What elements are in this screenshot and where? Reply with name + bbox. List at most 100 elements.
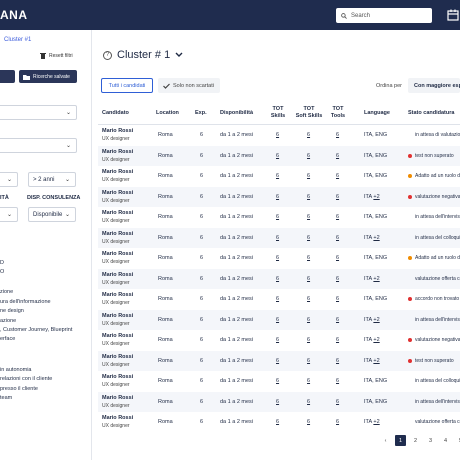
tot-tools-link[interactable]: 6 [336,275,340,282]
help-icon[interactable]: ? [103,50,112,60]
col-location[interactable]: Location [156,110,179,116]
table-row[interactable]: Mario Rossi UX designer Roma 6 da 1 a 2 mesi… [98,248,460,268]
table-row[interactable]: Mario Rossi UX designer Roma 6 da 1 a 2 mesi… [98,227,460,248]
tot-tools-link[interactable]: 6 [336,419,340,425]
tot-tools-link[interactable]: 6 [336,152,340,159]
table-row[interactable]: Mario Rossi UX designer Roma 6 da 1 a 2 mesi… [98,371,460,391]
sidebar-item[interactable]: ne design [0,308,24,314]
candidate-name[interactable]: Mario Rossi [102,189,134,196]
tot-tools-link[interactable]: 6 [336,357,340,364]
tot-soft-skills-link[interactable]: 6 [307,255,311,261]
tot-soft-skills-link[interactable]: 6 [307,357,311,364]
tot-skills-link[interactable]: 6 [276,275,280,282]
prev-page-icon[interactable]: ‹ [384,437,387,444]
chevron-down-icon[interactable] [175,52,183,58]
col-candidato[interactable]: Candidato [102,110,129,116]
tot-skills-link[interactable]: 6 [276,132,280,138]
sidebar-item[interactable]: D [0,260,4,266]
filter-dropdown-2[interactable]: ⌄ [0,138,77,153]
tot-tools-link[interactable]: 6 [336,193,340,200]
tot-skills-link[interactable]: 6 [276,173,280,179]
tot-skills-link[interactable]: 6 [276,357,280,364]
table-row[interactable]: Mario Rossi UX designer Roma 6 da 1 a 2 mesi… [98,350,460,371]
col-tot-tools[interactable]: TOT Tools [330,106,346,119]
more-languages-link[interactable]: +2 [373,316,380,323]
search-input[interactable]: Search [336,8,432,23]
breadcrumb[interactable]: Cluster #1 [4,37,32,43]
table-row[interactable]: Mario Rossi UX designer Roma 6 da 1 a 2 mesi… [98,207,460,227]
sidebar-item[interactable]: azione [0,318,17,324]
col-disponibilita[interactable]: Disponibilità [220,110,253,116]
sidebar-item[interactable]: team [0,395,13,401]
tab-not-discarded[interactable]: Solo non scartati [158,78,220,93]
filter-button[interactable] [0,70,15,83]
experience-years-dropdown[interactable]: > 2 anni ⌄ [28,172,76,187]
candidate-name[interactable]: Mario Rossi [102,374,134,380]
tot-soft-skills-link[interactable]: 6 [307,275,311,282]
candidate-name[interactable]: Mario Rossi [102,292,134,298]
tot-soft-skills-link[interactable]: 6 [307,152,311,159]
sort-dropdown[interactable]: Con maggiore espe [408,78,460,93]
tot-skills-link[interactable]: 6 [276,378,280,384]
tot-soft-skills-link[interactable]: 6 [307,132,311,138]
tot-soft-skills-link[interactable]: 6 [307,419,311,425]
candidate-name[interactable]: Mario Rossi [102,353,134,360]
tot-tools-link[interactable]: 6 [336,337,340,343]
sidebar-item[interactable]: erface [0,336,16,342]
candidate-name[interactable]: Mario Rossi [102,312,134,319]
more-languages-link[interactable]: +2 [373,275,380,282]
candidate-name[interactable]: Mario Rossi [102,230,134,237]
more-languages-link[interactable]: +2 [373,357,380,364]
table-row[interactable]: Mario Rossi UX designer Roma 6 da 1 a 2 mesi… [98,166,460,186]
tot-skills-link[interactable]: 6 [276,398,280,405]
tot-tools-link[interactable]: 6 [336,255,340,261]
tot-soft-skills-link[interactable]: 6 [307,193,311,200]
calendar-icon[interactable] [446,8,460,23]
tot-tools-link[interactable]: 6 [336,316,340,323]
more-languages-link[interactable]: +2 [373,337,380,343]
sidebar-item[interactable]: in autonomia [0,367,32,373]
col-tot-skills[interactable]: TOT Skills [270,106,286,119]
tot-tools-link[interactable]: 6 [336,234,340,241]
col-language[interactable]: Language [364,110,390,116]
tot-tools-link[interactable]: 6 [336,173,340,179]
page-2[interactable]: 2 [413,437,418,444]
tot-skills-link[interactable]: 6 [276,419,280,425]
tot-soft-skills-link[interactable]: 6 [307,234,311,241]
table-row[interactable]: Mario Rossi UX designer Roma 6 da 1 a 2 mesi… [98,412,460,432]
filter-dropdown-3[interactable]: ⌄ [0,172,18,187]
tot-tools-link[interactable]: 6 [336,378,340,384]
col-stato[interactable]: Stato candidatura [408,110,455,116]
table-row[interactable]: Mario Rossi UX designer Roma 6 da 1 a 2 mesi… [98,330,460,350]
col-exp[interactable]: Exp. [195,110,207,116]
tot-skills-link[interactable]: 6 [276,316,280,323]
sidebar-item[interactable]: O [0,269,5,275]
tot-skills-link[interactable]: 6 [276,214,280,220]
page-3[interactable]: 3 [428,437,433,444]
more-languages-link[interactable]: +2 [373,419,380,425]
table-row[interactable]: Mario Rossi UX designer Roma 6 da 1 a 2 mesi… [98,309,460,330]
tot-tools-link[interactable]: 6 [336,398,340,405]
filter-dropdown-4[interactable]: ⌄ [0,207,18,222]
table-row[interactable]: Mario Rossi UX designer Roma 6 da 1 a 2 mesi… [98,186,460,207]
candidate-name[interactable]: Mario Rossi [102,169,134,175]
col-tot-soft-skills[interactable]: TOT Soft Skills [295,106,323,119]
tab-all-candidates[interactable]: Tutti i candidati [101,78,153,93]
tot-soft-skills-link[interactable]: 6 [307,173,311,179]
filter-dropdown-1[interactable]: ⌄ [0,105,77,120]
tot-soft-skills-link[interactable]: 6 [307,337,311,343]
table-row[interactable]: Mario Rossi UX designer Roma 6 da 1 a 2 mesi… [98,391,460,412]
candidate-name[interactable]: Mario Rossi [102,394,134,401]
tot-skills-link[interactable]: 6 [276,296,280,302]
candidate-name[interactable]: Mario Rossi [102,148,134,155]
tot-tools-link[interactable]: 6 [336,296,340,302]
candidate-name[interactable]: Mario Rossi [102,251,134,257]
sidebar-item[interactable]: ura dell'informazione [0,299,51,305]
table-row[interactable]: Mario Rossi UX designer Roma 6 da 1 a 2 mesi… [98,268,460,289]
sidebar-item[interactable]: presso il cliente [0,386,38,392]
more-languages-link[interactable]: +2 [373,193,380,200]
sidebar-item[interactable]: zione [0,289,14,295]
tot-soft-skills-link[interactable]: 6 [307,214,311,220]
tot-tools-link[interactable]: 6 [336,132,340,138]
tot-soft-skills-link[interactable]: 6 [307,316,311,323]
